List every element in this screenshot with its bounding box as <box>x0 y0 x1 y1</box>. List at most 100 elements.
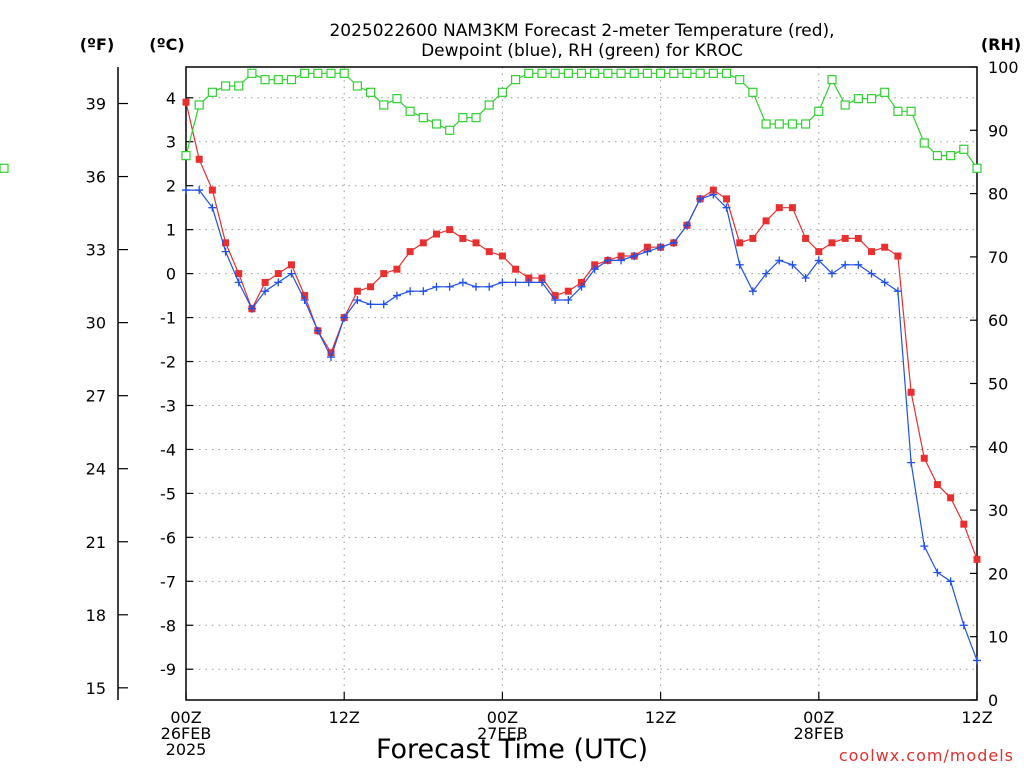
rh-tick-label: 10 <box>988 628 1008 647</box>
dewpoint-point <box>643 247 652 256</box>
dewpoint-point <box>432 282 441 291</box>
rh-point <box>827 75 837 85</box>
temperature-point <box>208 186 216 194</box>
dewpoint-point <box>261 287 270 296</box>
temperature-point <box>446 226 454 234</box>
dewpoint-point <box>182 186 190 195</box>
rh-point <box>801 119 811 129</box>
rh-point <box>972 163 982 173</box>
dewpoint-point <box>893 287 902 296</box>
temperature-point <box>498 252 506 260</box>
temperature-point <box>380 270 388 278</box>
fahrenheit-tick-label: 33 <box>86 241 106 260</box>
dewpoint-point <box>445 282 454 291</box>
rh-point <box>590 68 600 78</box>
rh-point <box>880 87 890 97</box>
fahrenheit-tick-label: 21 <box>86 533 106 552</box>
temperature-point <box>353 287 361 295</box>
temperature-point <box>459 234 467 242</box>
temperature-line <box>185 102 978 560</box>
rh-tick-label: 60 <box>988 311 1008 330</box>
dewpoint-point <box>748 287 757 296</box>
dewpoint-point <box>485 282 494 291</box>
dewpoint-point <box>564 295 573 304</box>
rh-point <box>642 68 653 78</box>
dewpoint-point <box>551 295 560 304</box>
dewpoint-point <box>656 243 665 252</box>
celsius-tick-label: -4 <box>160 440 176 459</box>
temperature-point <box>841 234 849 242</box>
dewpoint-point <box>458 278 467 287</box>
rh-point <box>537 68 547 78</box>
celsius-tick-label: -9 <box>160 660 176 679</box>
rh-point <box>932 151 943 161</box>
dewpoint-point <box>195 186 204 195</box>
temperature-point <box>301 292 309 300</box>
dewpoint-point <box>300 295 309 304</box>
temperature-point <box>723 195 731 203</box>
temperature-point <box>367 283 375 291</box>
temperature-point <box>854 234 862 242</box>
chart-title: 2025022600 NAM3KM Forecast 2-meter Tempe… <box>329 21 834 61</box>
dewpoint-point <box>392 291 401 300</box>
fahrenheit-axis: 39 36 33 30 27 24 21 18 15 <box>86 95 128 698</box>
rh-point <box>603 68 613 78</box>
dewpoint-point <box>524 278 533 287</box>
grid <box>186 67 977 700</box>
time-tick-label: 26FEB <box>161 724 212 743</box>
celsius-tick-label: 2 <box>166 177 176 196</box>
rh-point <box>563 68 573 78</box>
temperature-point <box>920 454 928 462</box>
source-credit: coolwx.com/models <box>839 746 1014 765</box>
time-tick-label: 00Z <box>803 708 834 727</box>
rh-tick-label: 90 <box>988 121 1008 140</box>
dewpoint-point <box>775 256 784 265</box>
dewpoint-point <box>287 269 296 278</box>
dewpoint-point <box>208 203 217 212</box>
temperature-point <box>973 555 981 563</box>
dewpoint-line <box>186 189 978 661</box>
rh-point <box>906 106 916 116</box>
time-tick-label: 00Z <box>170 708 201 727</box>
temperature-point <box>828 239 836 247</box>
dewpoint-point <box>669 238 678 247</box>
temperature-point <box>960 520 968 528</box>
dewpoint-point <box>788 260 797 269</box>
dewpoint-point <box>617 256 626 265</box>
rh-point <box>365 87 376 97</box>
rh-point <box>946 151 956 161</box>
temperature-point <box>432 230 440 238</box>
fahrenheit-tick-label: 36 <box>86 168 106 187</box>
rh-point <box>576 68 587 78</box>
dewpoint-point <box>472 282 481 291</box>
time-tick-label: 12Z <box>961 708 992 727</box>
rh-point <box>655 68 666 78</box>
temperature-point <box>327 349 335 357</box>
temperature-point <box>406 248 414 256</box>
fahrenheit-tick-label: 39 <box>86 95 106 114</box>
chart-title-line-2: Dewpoint (blue), RH (green) for KROC <box>421 41 743 61</box>
dewpoint-point <box>630 252 639 261</box>
fahrenheit-tick-label: 18 <box>86 606 106 625</box>
temperature-point <box>287 261 295 269</box>
temperature-point <box>907 388 915 396</box>
rh-point <box>748 87 758 97</box>
rh-point <box>247 68 257 78</box>
dewpoint-point <box>696 194 705 203</box>
celsius-tick-label: 1 <box>166 221 176 240</box>
temperature-point <box>564 287 572 295</box>
rh-point <box>616 68 626 78</box>
dewpoint-point <box>511 278 520 287</box>
time-tick-label: 27FEB <box>477 724 528 743</box>
dewpoint-point <box>577 282 586 291</box>
series-layer <box>0 68 982 665</box>
fahrenheit-tick-label: 24 <box>86 460 106 479</box>
rh-point <box>181 151 191 161</box>
rh-point <box>207 87 217 97</box>
rh-point <box>326 68 336 78</box>
dewpoint-point <box>762 269 771 278</box>
rh-point <box>220 81 231 91</box>
celsius-tick-label: 3 <box>166 133 176 152</box>
dewpoint-point <box>682 221 691 230</box>
